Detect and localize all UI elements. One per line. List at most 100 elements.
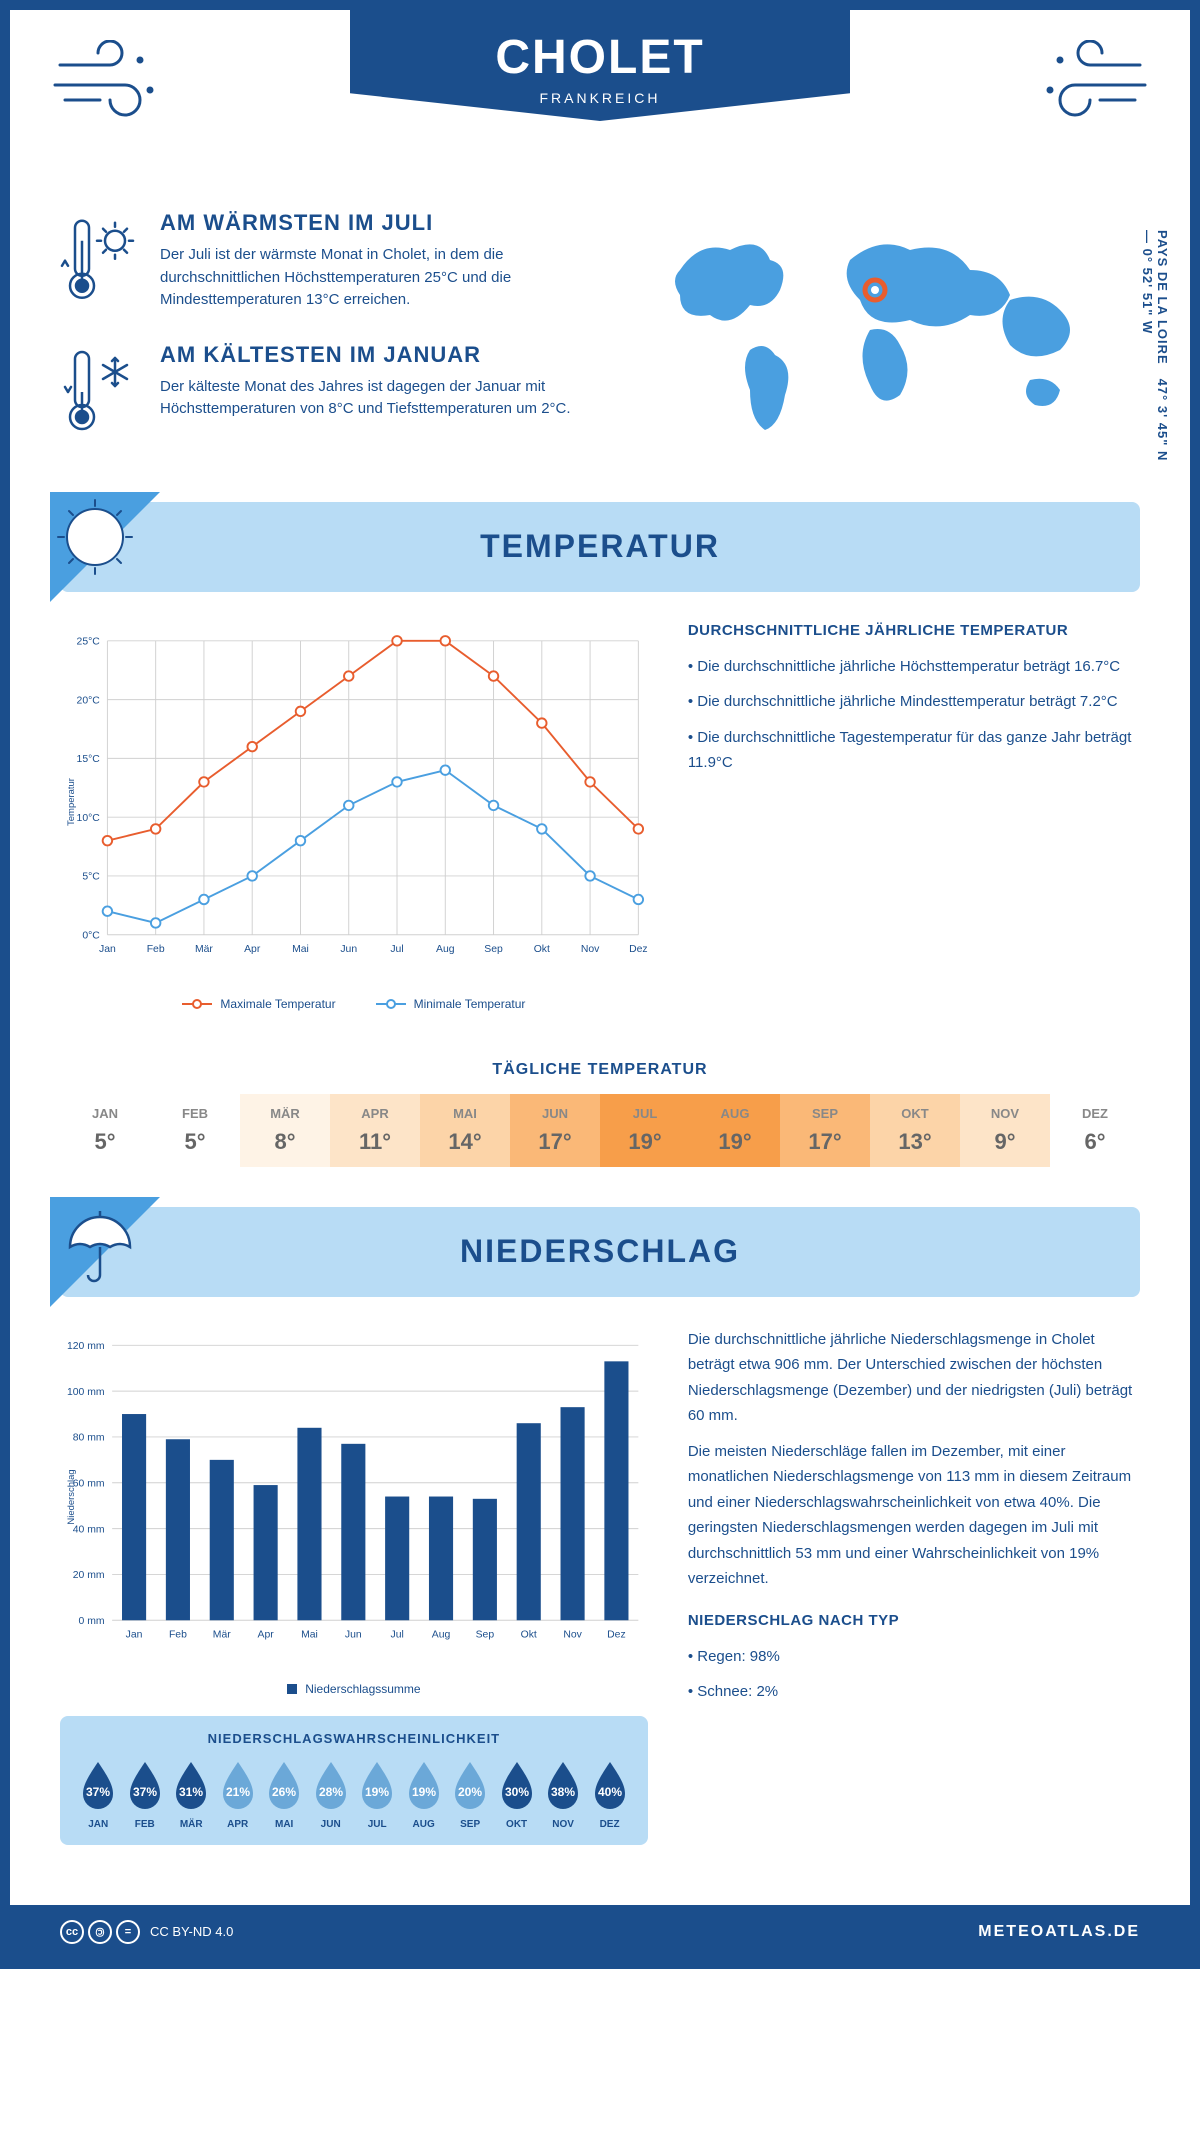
svg-text:40%: 40% bbox=[598, 1785, 622, 1799]
city-title: CHOLET bbox=[350, 30, 850, 85]
daily-temp-title: TÄGLICHE TEMPERATUR bbox=[10, 1061, 1190, 1079]
rain-drop: 30%OKT bbox=[493, 1758, 539, 1830]
rain-drop: 19%JUL bbox=[354, 1758, 400, 1830]
svg-text:40 mm: 40 mm bbox=[73, 1524, 105, 1535]
svg-text:37%: 37% bbox=[133, 1785, 157, 1799]
precipitation-bar-chart: 0 mm20 mm40 mm60 mm80 mm100 mm120 mmJanF… bbox=[60, 1327, 648, 1667]
svg-text:Sep: Sep bbox=[476, 1629, 495, 1640]
svg-text:Jan: Jan bbox=[99, 943, 116, 954]
svg-text:Jul: Jul bbox=[391, 1629, 404, 1640]
precip-probability: NIEDERSCHLAGSWAHRSCHEINLICHKEIT 37%JAN37… bbox=[60, 1716, 648, 1845]
prob-title: NIEDERSCHLAGSWAHRSCHEINLICHKEIT bbox=[75, 1731, 633, 1746]
warm-text: Der Juli ist der wärmste Monat in Cholet… bbox=[160, 244, 580, 312]
rain-drop: 31%MÄR bbox=[168, 1758, 214, 1830]
temperature-banner: TEMPERATUR bbox=[60, 502, 1140, 592]
svg-text:Temperatur: Temperatur bbox=[66, 778, 77, 826]
rain-drop: 37%JAN bbox=[75, 1758, 121, 1830]
thermometer-sun-icon bbox=[60, 210, 140, 312]
rain-drop: 38%NOV bbox=[540, 1758, 586, 1830]
svg-text:20°C: 20°C bbox=[77, 695, 101, 706]
svg-text:Dez: Dez bbox=[607, 1629, 626, 1640]
svg-text:Jul: Jul bbox=[390, 943, 403, 954]
svg-text:0 mm: 0 mm bbox=[79, 1616, 105, 1627]
intro-section: AM WÄRMSTEN IM JULI Der Juli ist der wär… bbox=[10, 190, 1190, 502]
daily-cell: DEZ6° bbox=[1050, 1094, 1140, 1167]
svg-text:Aug: Aug bbox=[436, 943, 455, 954]
country-subtitle: FRANKREICH bbox=[350, 90, 850, 106]
svg-text:Okt: Okt bbox=[521, 1629, 537, 1640]
daily-cell: OKT13° bbox=[870, 1094, 960, 1167]
svg-text:5°C: 5°C bbox=[82, 871, 100, 882]
rain-drop: 19%AUG bbox=[400, 1758, 446, 1830]
svg-text:38%: 38% bbox=[551, 1785, 575, 1799]
svg-text:Sep: Sep bbox=[484, 943, 503, 954]
cc-icons: cc🄯= bbox=[60, 1920, 140, 1944]
daily-cell: JUL19° bbox=[600, 1094, 690, 1167]
svg-text:Jan: Jan bbox=[126, 1629, 143, 1640]
precip-text: Die durchschnittliche jährliche Niedersc… bbox=[688, 1327, 1140, 1429]
title-ribbon: CHOLET FRANKREICH bbox=[350, 10, 850, 121]
svg-text:Nov: Nov bbox=[563, 1629, 582, 1640]
precip-legend: Niederschlagssumme bbox=[60, 1682, 648, 1696]
svg-text:Okt: Okt bbox=[534, 943, 550, 954]
temperature-content: 0°C5°C10°C15°C20°C25°CJanFebMärAprMaiJun… bbox=[10, 592, 1190, 1041]
svg-text:Feb: Feb bbox=[169, 1629, 187, 1640]
svg-text:21%: 21% bbox=[226, 1785, 250, 1799]
daily-cell: JAN5° bbox=[60, 1094, 150, 1167]
sun-icon bbox=[50, 492, 160, 602]
site-name: METEOATLAS.DE bbox=[978, 1923, 1140, 1941]
daily-temp-grid: JAN5°FEB5°MÄR8°APR11°MAI14°JUN17°JUL19°A… bbox=[60, 1094, 1140, 1167]
svg-text:0°C: 0°C bbox=[82, 930, 100, 941]
daily-cell: NOV9° bbox=[960, 1094, 1050, 1167]
temp-legend: #lg-max::before{border-color:#e85d2e}Max… bbox=[60, 997, 648, 1011]
world-map bbox=[620, 210, 1140, 450]
svg-text:Apr: Apr bbox=[244, 943, 261, 954]
rain-drop: 28%JUN bbox=[307, 1758, 353, 1830]
rain-drop: 37%FEB bbox=[121, 1758, 167, 1830]
precip-type: • Schnee: 2% bbox=[688, 1679, 1140, 1705]
svg-text:Jun: Jun bbox=[345, 1629, 362, 1640]
temp-bullet: • Die durchschnittliche jährliche Höchst… bbox=[688, 654, 1140, 680]
rain-drop: 26%MAI bbox=[261, 1758, 307, 1830]
svg-text:20 mm: 20 mm bbox=[73, 1570, 105, 1581]
svg-text:37%: 37% bbox=[86, 1785, 110, 1799]
temp-bullet: • Die durchschnittliche Tagestemperatur … bbox=[688, 725, 1140, 776]
daily-cell: FEB5° bbox=[150, 1094, 240, 1167]
temp-heading: TEMPERATUR bbox=[480, 528, 720, 565]
svg-text:Mär: Mär bbox=[195, 943, 213, 954]
svg-text:Mär: Mär bbox=[213, 1629, 231, 1640]
umbrella-icon bbox=[50, 1197, 160, 1307]
precip-type: • Regen: 98% bbox=[688, 1644, 1140, 1670]
daily-cell: JUN17° bbox=[510, 1094, 600, 1167]
footer: cc🄯= CC BY-ND 4.0 METEOATLAS.DE bbox=[10, 1905, 1190, 1959]
svg-text:Mai: Mai bbox=[301, 1629, 318, 1640]
svg-text:Aug: Aug bbox=[432, 1629, 451, 1640]
svg-text:28%: 28% bbox=[319, 1785, 343, 1799]
precipitation-banner: NIEDERSCHLAG bbox=[60, 1207, 1140, 1297]
svg-text:30%: 30% bbox=[505, 1785, 529, 1799]
precipitation-content: 0 mm20 mm40 mm60 mm80 mm100 mm120 mmJanF… bbox=[10, 1297, 1190, 1875]
svg-text:Feb: Feb bbox=[147, 943, 165, 954]
daily-cell: APR11° bbox=[330, 1094, 420, 1167]
daily-cell: MÄR8° bbox=[240, 1094, 330, 1167]
svg-text:Nov: Nov bbox=[581, 943, 600, 954]
svg-text:19%: 19% bbox=[365, 1785, 389, 1799]
temp-info-title: DURCHSCHNITTLICHE JÄHRLICHE TEMPERATUR bbox=[688, 622, 1140, 639]
header: CHOLET FRANKREICH bbox=[10, 10, 1190, 190]
svg-text:80 mm: 80 mm bbox=[73, 1432, 105, 1443]
precip-type-title: NIEDERSCHLAG NACH TYP bbox=[688, 1612, 1140, 1629]
rain-drop: 40%DEZ bbox=[586, 1758, 632, 1830]
daily-cell: AUG19° bbox=[690, 1094, 780, 1167]
svg-text:Jun: Jun bbox=[340, 943, 357, 954]
wind-icon bbox=[1030, 40, 1150, 120]
svg-text:Niederschlag: Niederschlag bbox=[66, 1469, 77, 1524]
warmest-fact: AM WÄRMSTEN IM JULI Der Juli ist der wär… bbox=[60, 210, 580, 312]
svg-text:25°C: 25°C bbox=[77, 636, 101, 647]
temp-bullet: • Die durchschnittliche jährliche Mindes… bbox=[688, 689, 1140, 715]
precip-text: Die meisten Niederschläge fallen im Deze… bbox=[688, 1439, 1140, 1592]
cold-text: Der kälteste Monat des Jahres ist dagege… bbox=[160, 376, 580, 421]
daily-cell: SEP17° bbox=[780, 1094, 870, 1167]
warm-title: AM WÄRMSTEN IM JULI bbox=[160, 210, 580, 236]
svg-text:10°C: 10°C bbox=[77, 812, 101, 823]
daily-cell: MAI14° bbox=[420, 1094, 510, 1167]
